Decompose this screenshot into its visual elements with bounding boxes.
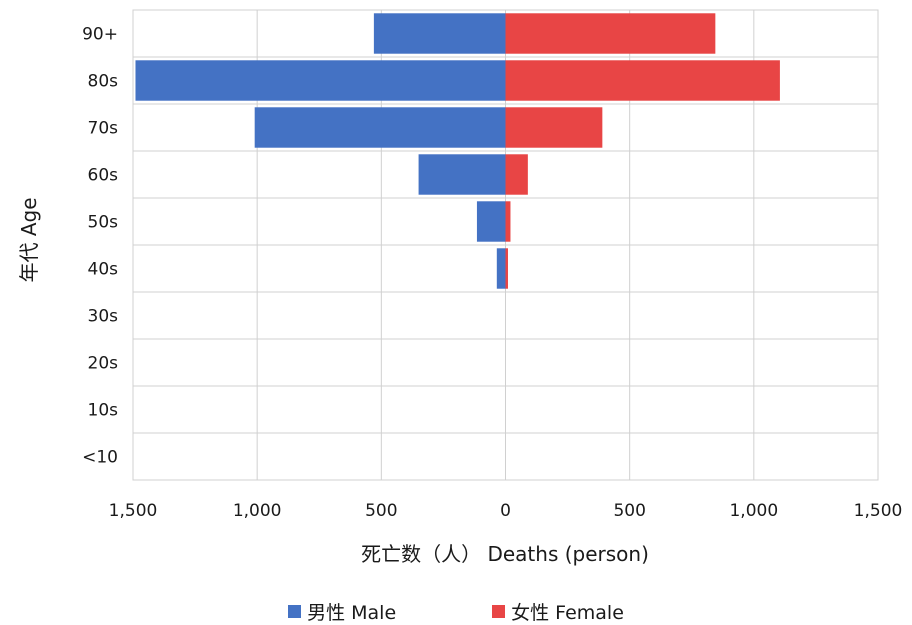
y-tick-label: 70s <box>88 119 119 139</box>
y-tick-label: 90+ <box>82 25 118 45</box>
gridlines <box>132 10 879 480</box>
bar-female-50s <box>505 201 511 242</box>
y-tick-label: 50s <box>88 213 119 233</box>
bar-male-70s <box>254 107 506 148</box>
bar-male-60s <box>418 154 506 195</box>
legend-swatch-female <box>492 604 506 618</box>
y-tick-label: 80s <box>88 72 119 92</box>
legend-item-male: 男性 Male <box>288 598 396 625</box>
legend-label-male: 男性 Male <box>307 601 397 624</box>
bar-male-90+ <box>373 13 506 54</box>
y-tick-label: 60s <box>88 166 119 186</box>
bar-female-80s <box>505 60 780 101</box>
legend: 男性 Male 女性 Female <box>0 598 912 624</box>
y-tick-label: 40s <box>88 260 119 280</box>
x-tick-label: 500 <box>613 501 645 521</box>
legend-item-female: 女性 Female <box>492 598 624 625</box>
x-tick-label: 1,000 <box>729 501 778 521</box>
bar-male-40s <box>496 248 506 289</box>
population-pyramid-chart: 90+ 80s 70s 60s 50s 40s 30s 20s 10s <10 1,500 1,00… <box>17 9 903 566</box>
bar-female-70s <box>505 107 603 148</box>
x-tick-label: 500 <box>365 501 397 521</box>
y-tick-label: 20s <box>88 354 119 374</box>
bar-male-80s <box>135 60 506 101</box>
bar-female-90+ <box>505 13 716 54</box>
legend-label-female: 女性 Female <box>511 601 624 624</box>
bars <box>135 13 780 289</box>
x-axis-title: 死亡数（人） Deaths (person) <box>361 542 649 566</box>
y-tick-label: 10s <box>88 401 119 421</box>
y-tick-label: 30s <box>88 307 119 327</box>
y-tick-label: <10 <box>82 448 118 468</box>
legend-swatch-male <box>288 604 302 618</box>
y-tick-labels: 90+ 80s 70s 60s 50s 40s 30s 20s 10s <10 <box>82 25 118 468</box>
x-tick-label: 1,000 <box>233 501 282 521</box>
bar-male-50s <box>476 201 506 242</box>
bar-female-40s <box>505 248 508 289</box>
x-tick-label: 0 <box>500 501 511 521</box>
y-axis-title: 年代 Age <box>17 197 41 282</box>
x-tick-label: 1,500 <box>109 501 158 521</box>
x-tick-label: 1,500 <box>854 501 903 521</box>
x-tick-labels: 1,500 1,000 500 0 500 1,000 1,500 <box>109 501 903 521</box>
bar-female-60s <box>505 154 528 195</box>
